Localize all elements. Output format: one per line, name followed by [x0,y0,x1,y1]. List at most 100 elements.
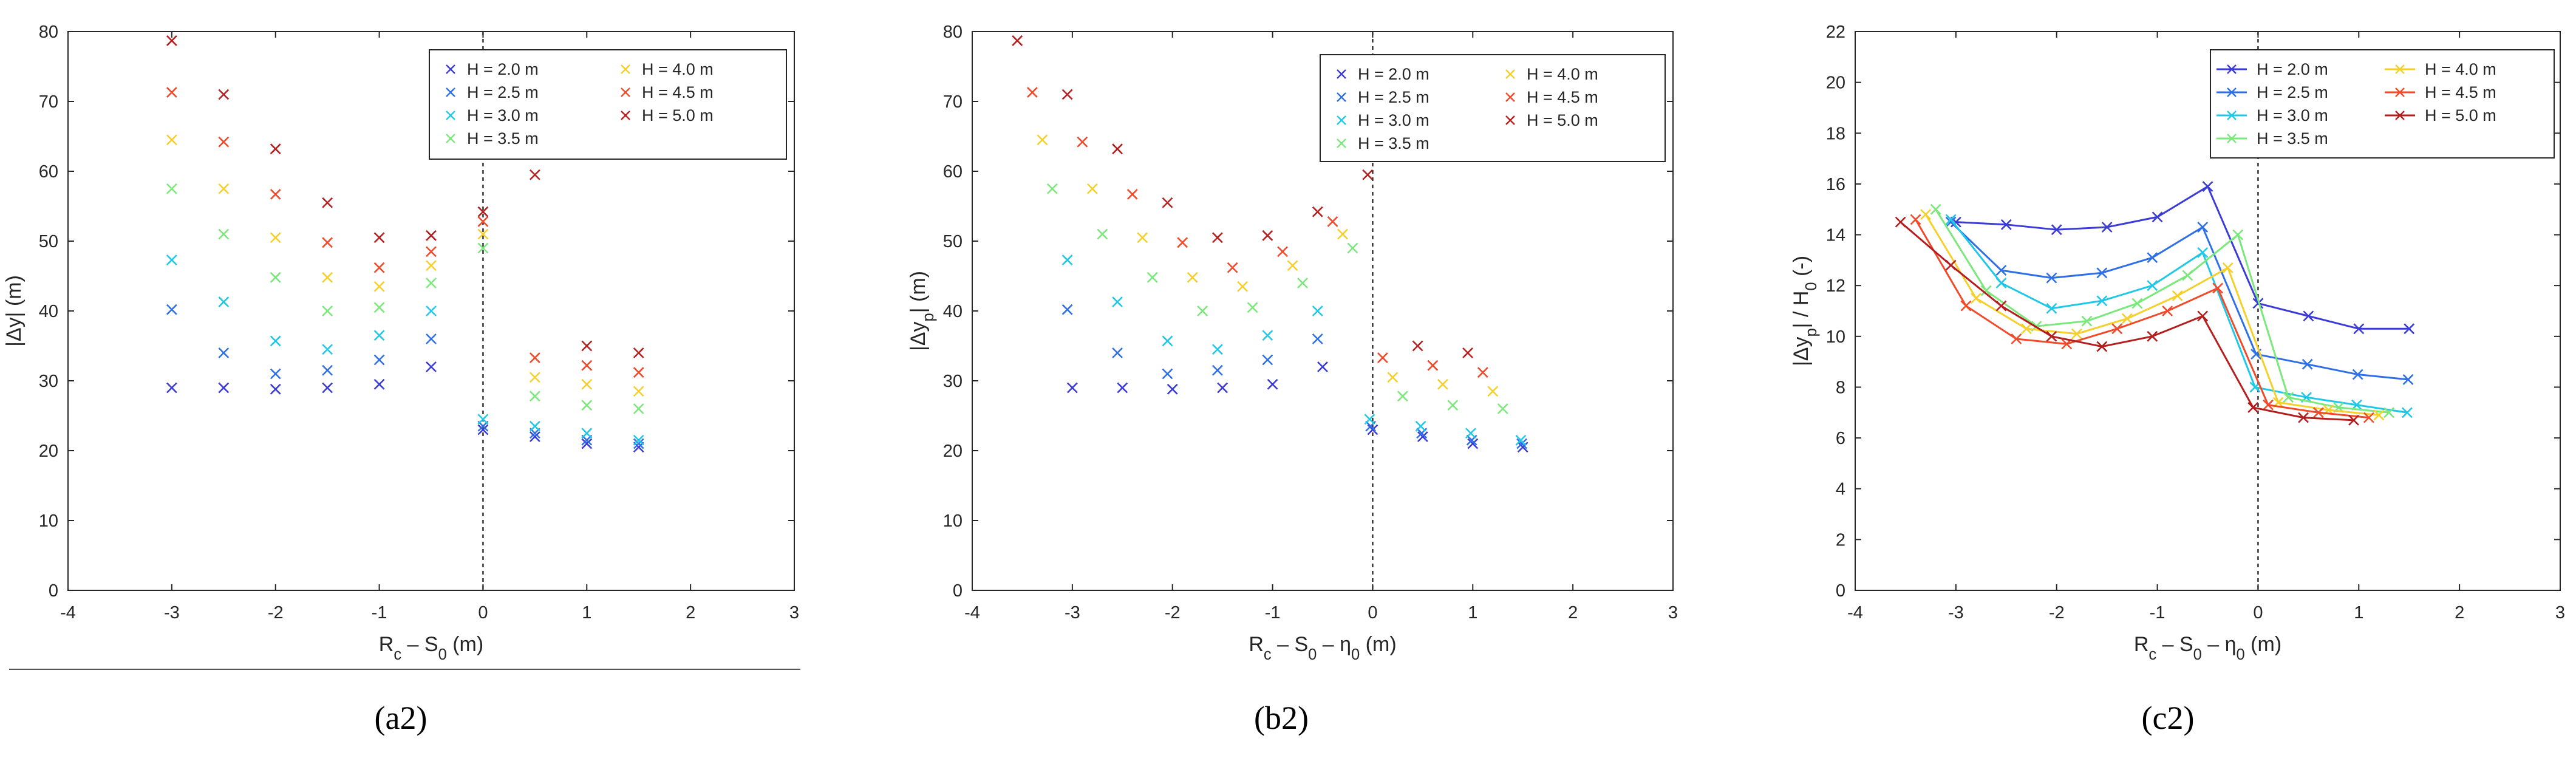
data-point-marker [1086,183,1098,194]
y-tick-label: 22 [1826,22,1845,42]
data-point-marker [1347,242,1358,254]
data-point-marker [529,372,540,383]
data-point-marker [2313,407,2324,418]
y-tick-label: 16 [1826,175,1845,194]
legend-swatch-marker [446,111,455,120]
data-point-marker [581,378,593,390]
x-tick-label: -2 [268,603,284,623]
data-point-marker [2131,298,2143,309]
data-point-marker [426,260,437,271]
data-point-marker [2046,302,2057,314]
data-point-marker [373,232,385,244]
y-tick-label: 20 [943,442,963,461]
y-tick-label: 30 [39,372,58,391]
data-point-marker [1061,304,1073,315]
legend-entry-label: H = 2.0 m [467,60,539,78]
data-point-marker [2051,224,2062,236]
y-tick-label: 0 [49,581,58,601]
data-point-marker [633,434,644,446]
legend-swatch-marker [1337,69,1346,79]
data-point-marker [270,189,281,200]
data-point-marker [1362,169,1374,180]
data-point-marker [2011,333,2022,344]
data-point-marker [2353,323,2365,335]
data-point-marker [1945,216,1957,228]
data-point-marker [1287,260,1298,271]
y-tick-label: 20 [39,442,58,461]
y-tick-label: 40 [39,302,58,321]
data-point-marker [2182,270,2193,281]
x-tick-label: -1 [372,603,387,623]
legend-entry-label: H = 2.5 m [1358,88,1429,106]
data-point-marker [1312,333,1323,344]
data-point-marker [2402,374,2414,385]
data-point-marker [1930,203,1941,215]
x-tick-label: 3 [2555,603,2565,623]
data-point-marker [2283,392,2294,403]
data-point-marker [166,183,177,194]
legend-swatch-marker [1337,92,1346,102]
data-point-marker [1465,428,1476,439]
legend-swatch-marker [621,87,630,97]
data-point-marker [1237,281,1249,292]
data-point-marker [529,391,540,402]
y-tick-label: 0 [953,581,963,601]
y-axis-label: |Δy| (m) [2,275,26,347]
legend-swatch-marker [446,134,455,143]
data-point-marker [581,438,593,449]
data-point-marker [1162,197,1173,208]
y-tick-label: 18 [1826,124,1845,143]
data-point-marker [1516,438,1527,449]
data-point-marker [1487,386,1499,397]
data-point-marker [1364,414,1375,425]
legend-entry-label: H = 3.0 m [1358,111,1429,129]
legend-box [2210,49,2555,159]
data-point-marker [426,278,437,288]
data-point-marker [529,420,540,432]
x-tick-label: -3 [1065,603,1080,623]
x-tick-label: 2 [686,603,695,623]
data-point-marker [2101,222,2113,233]
data-point-marker [1037,134,1048,146]
data-point-marker [1387,372,1399,383]
data-point-marker [270,383,281,395]
x-tick-label: 1 [2354,603,2363,623]
data-point-marker [2147,280,2158,292]
legend-entry-label: H = 4.0 m [642,60,714,78]
data-point-marker [581,340,593,352]
data-point-marker [426,230,437,241]
x-tick-label: 0 [478,603,488,623]
data-point-marker [2046,272,2057,284]
data-point-marker [218,228,230,240]
data-point-marker [2252,298,2264,309]
data-point-marker [633,438,644,449]
data-point-marker [1026,87,1038,98]
data-point-marker [2373,409,2385,421]
y-tick-label: 6 [1836,429,1845,448]
series-line [1935,208,2390,414]
data-point-marker [1112,347,1123,358]
legend-swatch-marker [1337,138,1346,148]
data-point-marker [477,216,489,227]
data-point-marker [2298,412,2309,423]
series-line [1900,221,2354,421]
y-tick-label: 12 [1826,276,1845,296]
x-tick-label: 3 [789,603,799,623]
legend-swatch-marker [2227,64,2237,74]
data-point-marker [2152,211,2163,223]
y-tick-label: 70 [39,92,58,112]
data-point-marker [1112,296,1123,307]
legend-entry-label: H = 2.0 m [2257,60,2328,78]
y-axis-label: |Δyp| / H0 (-) [1790,256,1820,366]
data-point-marker [373,354,385,366]
series-line [1915,219,2370,419]
data-point-marker [2303,310,2314,322]
data-point-marker [1447,400,1459,411]
x-tick-label: 1 [582,603,591,623]
data-point-marker [166,304,177,315]
data-point-marker [2121,313,2133,324]
y-tick-label: 0 [1836,581,1845,601]
